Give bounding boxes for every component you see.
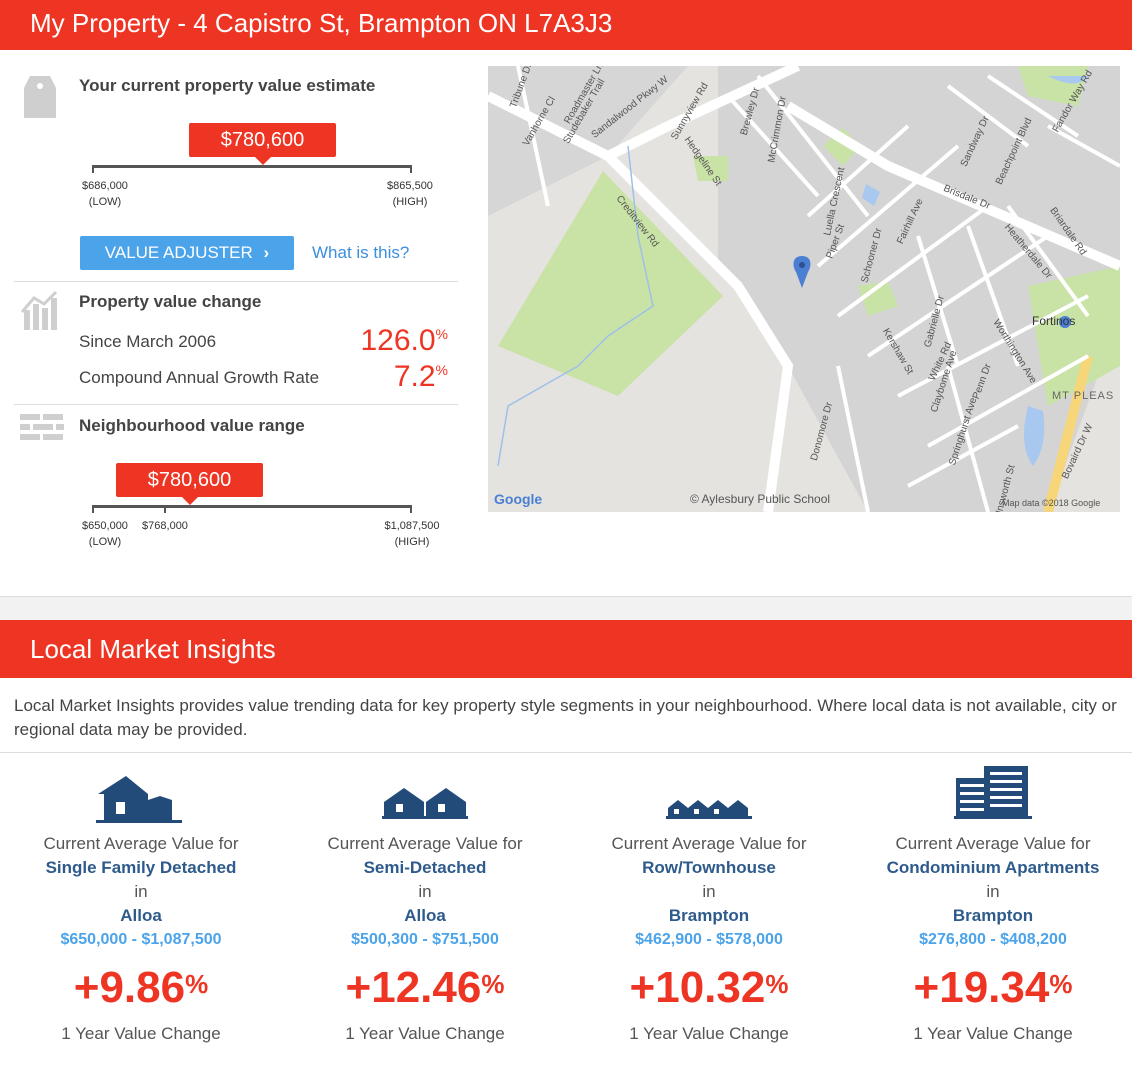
chevron-right-icon: › xyxy=(263,243,270,262)
neighbourhood-high-value: $1,087,500 xyxy=(384,520,440,532)
value-adjuster-label: VALUE ADJUSTER xyxy=(104,243,253,262)
section-separator xyxy=(0,596,1132,620)
card-range: $462,900 - $578,000 xyxy=(635,931,783,948)
neighbourhood-value-bubble: $780,600 xyxy=(116,463,263,505)
divider xyxy=(14,281,458,282)
property-map[interactable]: Tribune Dr Vanhorne Cl Sandalwood Pkwy W… xyxy=(488,66,1120,512)
neighbourhood-mid-tick xyxy=(164,505,166,513)
estimate-low-tick xyxy=(92,165,94,173)
neighbourhood-high-tick xyxy=(410,505,412,513)
page-title: My Property - 4 Capistro St, Brampton ON… xyxy=(30,8,613,38)
insights-intro: Local Market Insights provides value tre… xyxy=(14,696,1117,739)
neighbourhood-title: Neighbourhood value range xyxy=(79,416,305,435)
what-is-this-link[interactable]: What is this? xyxy=(312,243,410,262)
card-location: Alloa xyxy=(120,906,162,925)
neighbourhood-low-value: $650,000 xyxy=(82,520,128,532)
card-location: Brampton xyxy=(952,906,1034,925)
card-change: +9.86% xyxy=(73,963,209,1012)
townhouse-icon xyxy=(568,762,850,820)
card-change: +12.46% xyxy=(345,963,505,1012)
card-segment: Semi-Detached xyxy=(363,858,487,877)
cagr-value: 7.2% xyxy=(393,360,448,393)
condo-building-icon xyxy=(852,762,1132,820)
map-attribution: Map data ©2018 Google xyxy=(1002,498,1101,508)
estimate-high: $865,500 (HIGH) xyxy=(374,178,446,210)
neighbourhood-low: $650,000 (LOW) xyxy=(70,518,140,550)
google-logo: Google xyxy=(494,491,543,507)
card-line1: Current Average Value for xyxy=(895,834,1091,853)
card-range: $276,800 - $408,200 xyxy=(919,931,1067,948)
value-adjuster-button[interactable]: VALUE ADJUSTER › xyxy=(80,236,294,270)
neighbourhood-low-label: (LOW) xyxy=(88,536,122,548)
estimate-low-label: (LOW) xyxy=(88,196,122,208)
map-area-label: MT PLEAS xyxy=(1052,390,1115,402)
price-tag-icon xyxy=(20,74,60,127)
card-line1: Current Average Value for xyxy=(43,834,239,853)
map-graphic xyxy=(488,66,1120,512)
divider xyxy=(0,752,1132,753)
neighbourhood-mid-value: $768,000 xyxy=(142,520,188,532)
card-change: +19.34% xyxy=(913,963,1073,1012)
divider xyxy=(14,404,458,405)
school-icon: © xyxy=(690,492,699,506)
school-label: Aylesbury Public School xyxy=(701,492,831,506)
neighbourhood-high-label: (HIGH) xyxy=(394,536,430,548)
card-in: in xyxy=(134,882,148,901)
card-range: $650,000 - $1,087,500 xyxy=(60,931,222,948)
card-location: Brampton xyxy=(668,906,750,925)
card-change-label: 1 Year Value Change xyxy=(913,1024,1073,1043)
card-segment: Single Family Detached xyxy=(45,858,237,877)
card-location: Alloa xyxy=(404,906,446,925)
estimate-low: $686,000 (LOW) xyxy=(70,178,140,210)
neighbourhood-scale xyxy=(92,505,412,508)
map-poi-school[interactable]: © Aylesbury Public School xyxy=(690,492,830,506)
card-change-label: 1 Year Value Change xyxy=(61,1024,221,1043)
semi-detached-house-icon xyxy=(284,762,566,820)
insight-card-semi-detached: Current Average Value for Semi-Detached … xyxy=(284,762,566,1044)
growth-chart-icon xyxy=(20,290,60,337)
insight-card-townhouse: Current Average Value for Row/Townhouse … xyxy=(568,762,850,1044)
neighbourhood-low-tick xyxy=(92,505,94,513)
card-change: +10.32% xyxy=(629,963,789,1012)
estimate-value-bubble: $780,600 xyxy=(189,123,336,165)
single-family-house-icon xyxy=(0,762,282,823)
card-line1: Current Average Value for xyxy=(611,834,807,853)
card-segment: Row/Townhouse xyxy=(642,858,776,877)
card-segment: Condominium Apartments xyxy=(886,858,1100,877)
estimate-high-label: (HIGH) xyxy=(392,196,428,208)
estimate-high-value: $865,500 xyxy=(387,180,433,192)
estimate-title: Your current property value estimate xyxy=(79,76,376,95)
since-value: 126.0% xyxy=(360,324,448,357)
neighbourhood-mid: $768,000 xyxy=(134,518,196,534)
neighbourhood-high: $1,087,500 (HIGH) xyxy=(374,518,450,550)
estimate-scale xyxy=(92,165,412,168)
brick-wall-icon xyxy=(20,414,64,447)
insights-title: Local Market Insights xyxy=(30,634,276,664)
insight-card-condo: Current Average Value for Condominium Ap… xyxy=(852,762,1132,1044)
insight-card-single-family: Current Average Value for Single Family … xyxy=(0,762,282,1044)
map-poi-fortinos[interactable]: Fortinos xyxy=(1032,314,1076,328)
insights-header: Local Market Insights xyxy=(0,620,1132,678)
cagr-label: Compound Annual Growth Rate xyxy=(79,368,320,387)
card-in: in xyxy=(702,882,716,901)
card-in: in xyxy=(986,882,1000,901)
estimate-high-tick xyxy=(410,165,412,173)
estimate-low-value: $686,000 xyxy=(82,180,128,192)
card-change-label: 1 Year Value Change xyxy=(345,1024,505,1043)
card-in: in xyxy=(418,882,432,901)
card-line1: Current Average Value for xyxy=(327,834,523,853)
card-change-label: 1 Year Value Change xyxy=(629,1024,789,1043)
since-label: Since March 2006 xyxy=(79,332,217,351)
value-change-title: Property value change xyxy=(79,292,262,311)
card-range: $500,300 - $751,500 xyxy=(351,931,499,948)
page-header: My Property - 4 Capistro St, Brampton ON… xyxy=(0,0,1132,50)
